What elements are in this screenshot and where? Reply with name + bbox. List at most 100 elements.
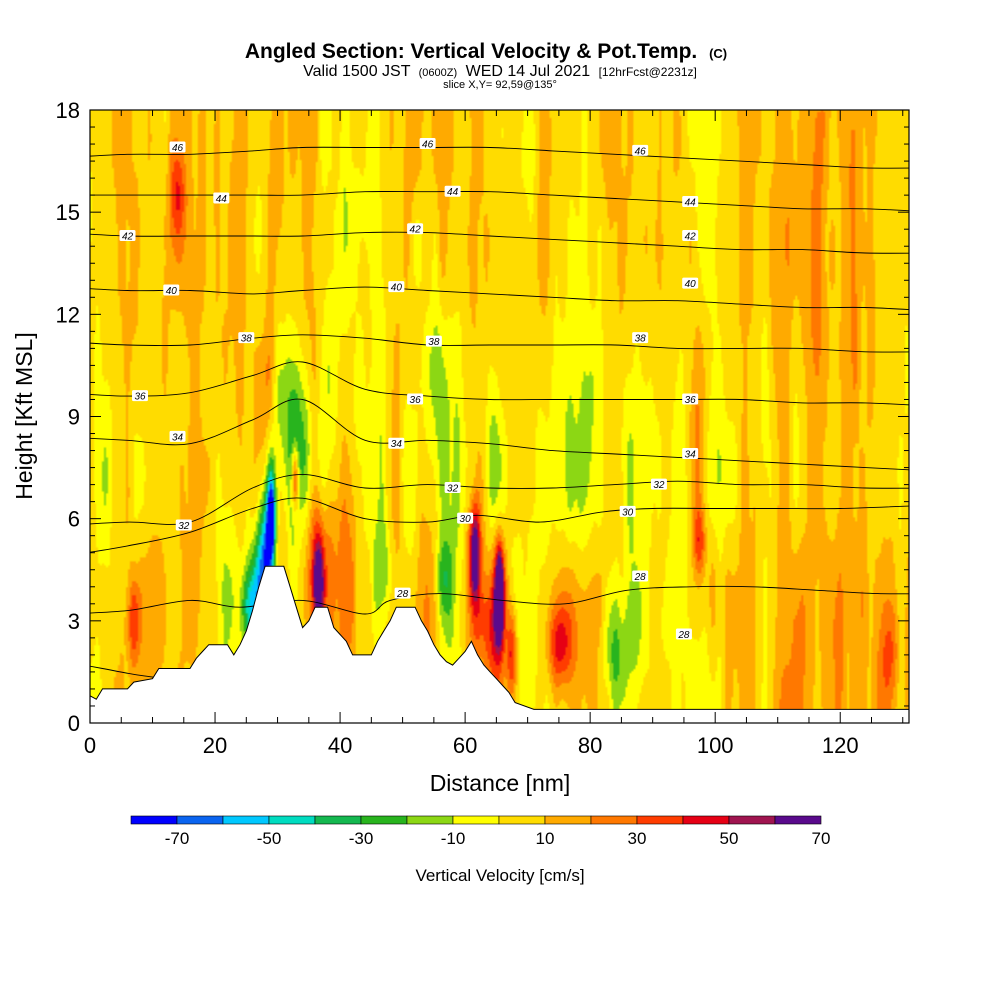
- theta-contour-44: [90, 191, 909, 212]
- contour-label: 34: [388, 437, 405, 450]
- contour-label-bg: [682, 393, 699, 405]
- contour-label: 40: [163, 284, 180, 297]
- y-tick-label: 9: [68, 405, 80, 430]
- contour-label-text: 44: [447, 187, 459, 198]
- colorbar-tick-label: -10: [441, 829, 466, 848]
- subtitle-forecast: [12hrFcst@2231z]: [599, 65, 697, 79]
- svg-text:Valid 1500 JST (0600Z): Valid 1500 JST (0600Z) WED 14 Jul 2021 […: [303, 63, 697, 80]
- contour-label-text: 46: [422, 140, 434, 151]
- contour-label-text: 32: [447, 484, 459, 495]
- x-axis: 0 20 40 60 80 100 120: [84, 110, 904, 758]
- contour-label: 30: [619, 505, 636, 518]
- x-tick-label: 120: [822, 733, 859, 758]
- contour-label: 40: [682, 277, 699, 290]
- contour-label-bg: [619, 505, 636, 517]
- subtitle-date: WED 14 Jul 2021: [466, 63, 591, 80]
- svg-text:Angled Section: Vertical Veloc: Angled Section: Vertical Velocity & Pot.…: [245, 40, 727, 63]
- contour-label: 44: [213, 192, 230, 205]
- theta-contour-40: [90, 286, 909, 310]
- contour-label: 38: [632, 332, 649, 345]
- contour-label-bg: [682, 195, 699, 207]
- colorbar-tick-label: 30: [628, 829, 647, 848]
- colorbar: -70 -50 -30 -10 10 30 50 70: [130, 815, 831, 848]
- colorbar-swatch: [222, 815, 270, 825]
- contour-label-bg: [419, 138, 436, 150]
- contour-label: 36: [132, 390, 149, 403]
- contour-label-text: 42: [685, 232, 697, 243]
- contour-label: 28: [394, 587, 411, 600]
- contour-label: 46: [632, 144, 649, 157]
- colorbar-swatch: [314, 815, 362, 825]
- contour-label-bg: [119, 230, 136, 242]
- colorbar-label: Vertical Velocity [cm/s]: [415, 866, 584, 885]
- contour-label: 32: [444, 482, 461, 495]
- contour-label: 42: [407, 223, 424, 236]
- y-tick-label: 18: [56, 98, 80, 123]
- potential-temperature-contours: [90, 146, 909, 680]
- colorbar-tick-label: -50: [257, 829, 282, 848]
- contour-label-bg: [444, 185, 461, 197]
- contour-label-bg: [407, 223, 424, 235]
- contour-label-text: 28: [677, 630, 690, 641]
- contour-label-bg: [169, 430, 186, 442]
- theta-contour-38: [90, 334, 909, 353]
- colorbar-swatch: [728, 815, 776, 825]
- contour-label-text: 40: [685, 279, 697, 290]
- contour-label: 38: [425, 335, 442, 348]
- contour-label: 44: [444, 185, 461, 198]
- x-tick-label: 0: [84, 733, 96, 758]
- contour-label-text: 32: [178, 521, 190, 532]
- contour-label-text: 38: [635, 334, 647, 345]
- terrain-mask: [89, 565, 910, 724]
- contour-label: 36: [407, 393, 424, 406]
- contour-label-text: 34: [685, 449, 697, 460]
- contour-label-bg: [682, 277, 699, 289]
- colorbar-swatch: [130, 815, 178, 825]
- contour-label: 36: [682, 393, 699, 406]
- x-tick-label: 40: [328, 733, 352, 758]
- subtitle-zulu: (0600Z): [419, 67, 458, 79]
- contour-label: 28: [675, 628, 692, 641]
- contour-label-bg: [132, 390, 149, 402]
- contour-label: 42: [119, 230, 136, 243]
- theta-contour-46: [90, 146, 909, 169]
- contour-label-bg: [682, 447, 699, 459]
- contour-label-bg: [444, 482, 461, 494]
- colorbar-swatch: [590, 815, 638, 825]
- chart-title-block: Angled Section: Vertical Velocity & Pot.…: [245, 40, 727, 91]
- theta-contour-30: [90, 497, 909, 553]
- subtitle-prefix: Valid 1500 JST: [303, 63, 411, 80]
- colorbar-tick-label: 70: [812, 829, 831, 848]
- contour-label-text: 40: [391, 283, 403, 294]
- y-axis-label: Height [Kft MSL]: [11, 332, 37, 499]
- y-tick-label: 6: [68, 507, 80, 532]
- colorbar-swatch: [544, 815, 592, 825]
- colorbar-tick-label: 50: [720, 829, 739, 848]
- contour-label-text: 46: [635, 146, 647, 157]
- contour-label-bg: [632, 332, 649, 344]
- colorbar-swatch: [406, 815, 454, 825]
- contour-label-text: 30: [622, 507, 634, 518]
- colorbar-swatch: [498, 815, 546, 825]
- theta-contour-34: [90, 398, 909, 471]
- colorbar-swatch: [360, 815, 408, 825]
- contour-label-bg: [407, 393, 424, 405]
- contour-label-bg: [175, 519, 192, 531]
- contour-label: 38: [238, 332, 255, 345]
- contour-label-text: 28: [396, 589, 409, 600]
- contour-label: 44: [682, 195, 699, 208]
- contour-label-text: 44: [685, 197, 697, 208]
- contour-label-bg: [394, 587, 411, 599]
- x-tick-label: 80: [578, 733, 602, 758]
- y-tick-label: 0: [68, 711, 80, 736]
- colorbar-swatch: [774, 815, 822, 825]
- theta-contour-32: [90, 473, 909, 525]
- contour-label-bg: [457, 512, 474, 524]
- colorbar-tick-label: -70: [165, 829, 190, 848]
- contour-label-text: 36: [134, 392, 146, 403]
- contour-label-text: 34: [391, 439, 403, 450]
- contour-label: 34: [169, 430, 186, 443]
- y-tick-label: 15: [56, 200, 80, 225]
